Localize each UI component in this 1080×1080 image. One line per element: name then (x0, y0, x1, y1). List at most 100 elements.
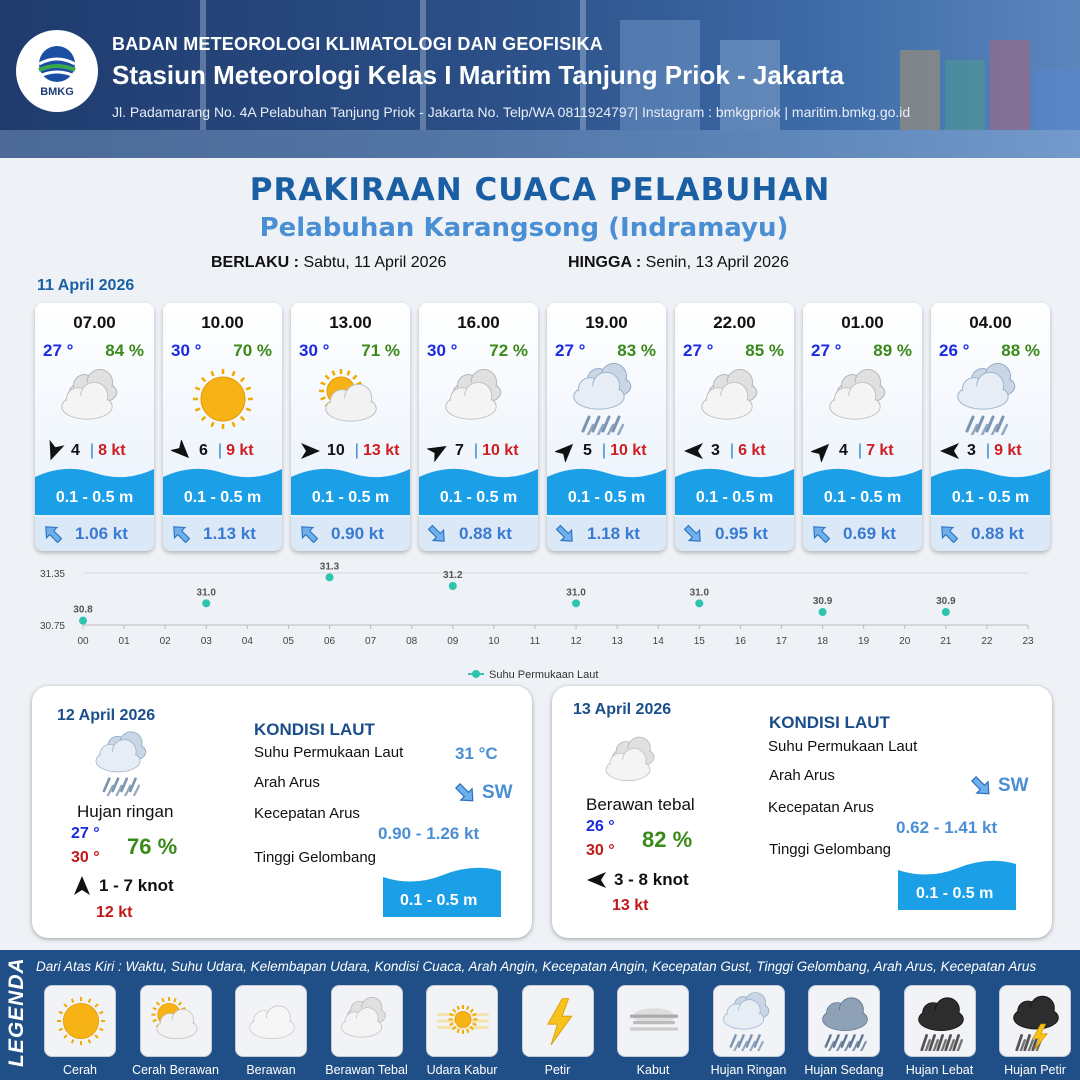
page-subtitle: Pelabuhan Karangsong (Indramayu) (259, 213, 789, 243)
x-tick-label: 17 (776, 636, 788, 647)
wave-height: 0.1 - 0.5 m (55, 489, 134, 506)
sst-data-label: 31.0 (690, 587, 710, 598)
card-wind: 6 | 9 kt (171, 439, 275, 463)
current-dir-label: Arah Arus (254, 774, 320, 791)
gust-speed: 9 kt (994, 442, 1022, 459)
legend-petir (521, 985, 594, 1057)
wind-arrow-icon (555, 443, 574, 462)
current-arrow-icon (454, 782, 474, 802)
card-humidity: 72 % (489, 341, 528, 360)
sst-data-label: 31.3 (320, 561, 340, 572)
current-arrow-icon (941, 526, 959, 544)
sst-point (695, 599, 704, 608)
card-humidity: 85 % (745, 341, 784, 360)
x-tick-label: 10 (488, 636, 500, 647)
legend-cerah (44, 985, 116, 1057)
x-tick-label: 08 (406, 636, 418, 647)
x-tick-label: 09 (447, 636, 459, 647)
current-speed-label: Kecepatan Arus (768, 799, 874, 816)
current-speed-value: 0.90 - 1.26 kt (378, 824, 480, 843)
wave-graphic (419, 468, 538, 515)
wave-graphic (898, 860, 1016, 910)
card-temp: 26 ° (939, 341, 970, 360)
day-gust: 13 kt (612, 897, 649, 914)
x-tick-label: 15 (694, 636, 706, 647)
sea-title: KONDISI LAUT (254, 720, 375, 739)
cerah-icon (57, 997, 105, 1045)
valid-to-label: HINGGA : (568, 254, 642, 271)
hujan-lebat-icon (917, 997, 964, 1055)
wave-graphic (383, 867, 501, 917)
card-wind: 3 | 9 kt (939, 439, 1043, 463)
wave-graphic (803, 468, 922, 515)
x-tick-label: 14 (653, 636, 665, 647)
forecast-card: 04.00 26 ° 88 % 3 | 9 kt 0.1 - 0.5 m 0.8… (931, 303, 1050, 551)
cerah-berawan-icon (150, 997, 198, 1040)
berawan-tebal-icon (340, 997, 386, 1038)
hujan-sedang-icon (822, 997, 868, 1053)
x-tick-label: 21 (940, 636, 952, 647)
port-illustration (0, 0, 1080, 158)
legend-udara-kabur (426, 985, 498, 1057)
card-temp: 30 ° (299, 341, 330, 360)
valid-to: HINGGA : Senin, 13 April 2026 (568, 254, 789, 272)
legend-hujan-lebat (903, 985, 976, 1057)
wind-speed: 4 (71, 442, 80, 459)
wind-arrow-icon (171, 440, 190, 459)
cerah-berawan-icon (319, 369, 377, 422)
sst-value: 31 °C (455, 744, 498, 763)
legend-hujan-ringan (712, 985, 785, 1057)
card-current: 1.13 kt (163, 517, 282, 551)
wind-separator: | (89, 442, 95, 459)
card-humidity: 84 % (105, 341, 144, 360)
wave-height: 0.1 - 0.5 m (695, 489, 774, 506)
current-arrow-icon (427, 524, 445, 542)
wind-speed: 6 (199, 442, 208, 459)
card-temp: 30 ° (171, 341, 202, 360)
forecast-card: 16.00 30 ° 72 % 7 | 10 kt 0.1 - 0.5 m 0.… (419, 303, 538, 551)
sst-point (79, 616, 87, 625)
wave-value: 0.1 - 0.5 m (400, 892, 478, 909)
y-tick-label: 31.35 (40, 569, 65, 580)
hujan-ringan-icon (957, 363, 1016, 435)
card-current: 1.18 kt (547, 517, 666, 551)
valid-from: BERLAKU : Sabtu, 11 April 2026 (211, 254, 446, 272)
day-gust: 12 kt (96, 904, 133, 921)
sst-point (818, 608, 827, 616)
wave-height: 0.1 - 0.5 m (439, 489, 518, 506)
sst-label: Suhu Permukaan Laut (254, 744, 404, 761)
current-arrow-icon (45, 526, 63, 544)
card-time: 04.00 (969, 313, 1012, 332)
bmkg-logo: BMKG (16, 30, 98, 112)
sst-point (202, 599, 211, 608)
wind-arrow-icon (684, 443, 703, 459)
card-current: 0.88 kt (419, 517, 538, 551)
legend-label: Suhu Permukaan Laut (489, 669, 598, 681)
wind-speed: 4 (839, 442, 848, 459)
gust-speed: 9 kt (226, 442, 254, 459)
day-date: 12 April 2026 (57, 707, 156, 724)
wave-height: 0.1 - 0.5 m (311, 489, 390, 506)
wave-label: Tinggi Gelombang (254, 849, 377, 866)
legend-description: Dari Atas Kiri : Waktu, Suhu Udara, Kele… (36, 959, 1037, 974)
berawan-tebal-icon (701, 369, 758, 420)
legend-label: Hujan Sedang (804, 1063, 884, 1077)
card-humidity: 70 % (233, 341, 272, 360)
hujan-petir-icon (1013, 995, 1059, 1055)
current-arrow-icon (173, 526, 191, 544)
card-humidity: 89 % (873, 341, 912, 360)
wave-height: 0.1 - 0.5 m (823, 489, 902, 506)
kabut-icon (630, 1008, 678, 1031)
current-dir-label: Arah Arus (769, 767, 835, 784)
wind-arrow-icon (587, 872, 606, 888)
station-address: Jl. Padamarang No. 4A Pelabuhan Tanjung … (112, 104, 911, 120)
sst-data-label: 31.0 (566, 587, 586, 598)
gust-speed: 7 kt (866, 442, 894, 459)
card-wind: 5 | 10 kt (555, 439, 659, 463)
legend-title: LEGENDA (5, 957, 28, 1067)
legend-label: Cerah (62, 1063, 98, 1077)
x-tick-label: 18 (817, 636, 829, 647)
card-wind: 7 | 10 kt (427, 439, 531, 463)
day-temp-max: 30 ° (71, 849, 100, 866)
y-tick-label: 30.75 (40, 621, 65, 632)
